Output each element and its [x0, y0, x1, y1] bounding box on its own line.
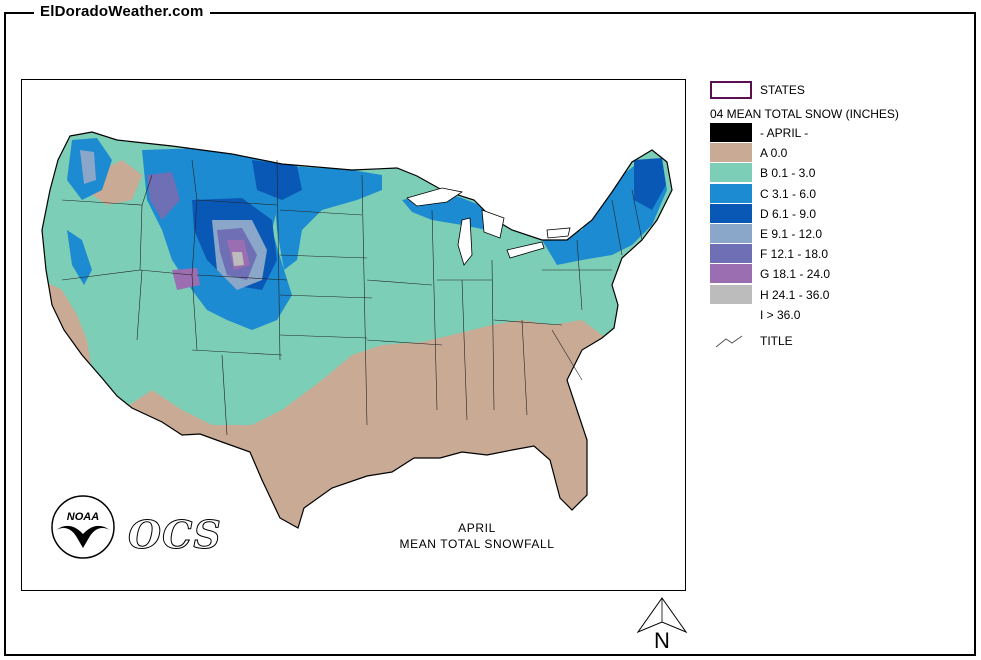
lake-ontario [546, 227, 571, 239]
legend-swatch [710, 224, 752, 243]
lake-michigan [457, 217, 473, 266]
title-label: TITLE [760, 334, 793, 348]
legend-item: B 0.1 - 3.0 [710, 163, 960, 183]
legend-item: D 6.1 - 9.0 [710, 203, 960, 224]
legend-label: F 12.1 - 18.0 [760, 247, 829, 262]
legend-label: D 6.1 - 9.0 [760, 206, 817, 221]
legend-item: A 0.0 [710, 143, 960, 163]
region-e-cascades [80, 150, 96, 184]
lake-erie [506, 241, 545, 259]
legend-swatch [710, 304, 752, 324]
caption-month: APRIL [458, 521, 496, 535]
north-arrow-icon [636, 597, 688, 634]
outer-frame [4, 12, 976, 656]
legend-item: - APRIL - [710, 123, 960, 143]
legend-label: A 0.0 [760, 146, 788, 161]
legend-label: G 18.1 - 24.0 [760, 267, 831, 282]
map-frame: NOAA OCS APRIL MEAN TOTAL SNOWFALL [21, 79, 686, 591]
states-label: STATES [760, 83, 805, 97]
great-lakes [406, 187, 571, 266]
legend-item: G 18.1 - 24.0 [710, 264, 960, 284]
legend-item: C 3.1 - 6.0 [710, 183, 960, 204]
legend-item: E 9.1 - 12.0 [710, 224, 960, 244]
legend-item: I > 36.0 [710, 304, 960, 325]
region-c-sierra [67, 230, 92, 285]
site-title: ElDoradoWeather.com [34, 3, 210, 20]
legend-swatch [710, 244, 752, 264]
region-h-summits [232, 252, 244, 266]
north-letter: N [654, 628, 670, 653]
legend-title-row: TITLE [710, 331, 960, 351]
noaa-bird-icon [56, 525, 110, 548]
noaa-logo: NOAA [51, 495, 115, 559]
states-swatch [710, 81, 752, 99]
caption-subtitle: MEAN TOTAL SNOWFALL [399, 537, 555, 551]
region-d-maine [634, 158, 666, 210]
legend-item: F 12.1 - 18.0 [710, 244, 960, 264]
legend-item: H 24.1 - 36.0 [710, 284, 960, 305]
map-caption: APRIL MEAN TOTAL SNOWFALL [377, 520, 577, 552]
legend-swatch [710, 284, 752, 304]
legend-swatch [710, 143, 752, 163]
title-line-icon [715, 335, 743, 348]
legend-label: B 0.1 - 3.0 [760, 166, 816, 181]
snowfall-map [41, 131, 673, 529]
legend-swatch [710, 183, 752, 203]
legend-heading: 04 MEAN TOTAL SNOW (INCHES) [710, 107, 899, 121]
lake-huron [481, 209, 505, 239]
region-f-idaho [147, 172, 180, 220]
legend-swatch [710, 123, 752, 142]
noaa-logo-text: NOAA [67, 511, 99, 523]
state-borders [61, 159, 643, 436]
legend-label: - APRIL - [760, 126, 809, 140]
legend-swatch [710, 203, 752, 223]
legend-swatch [710, 264, 752, 284]
legend-label: E 9.1 - 12.0 [760, 227, 823, 241]
lake-superior [406, 187, 464, 207]
legend-swatch [710, 163, 752, 183]
legend-label: I > 36.0 [760, 307, 801, 322]
legend-label: H 24.1 - 36.0 [760, 287, 830, 302]
ocs-logo: OCS [128, 512, 222, 558]
legend-label: C 3.1 - 6.0 [760, 186, 817, 201]
snow-regions [42, 132, 672, 528]
